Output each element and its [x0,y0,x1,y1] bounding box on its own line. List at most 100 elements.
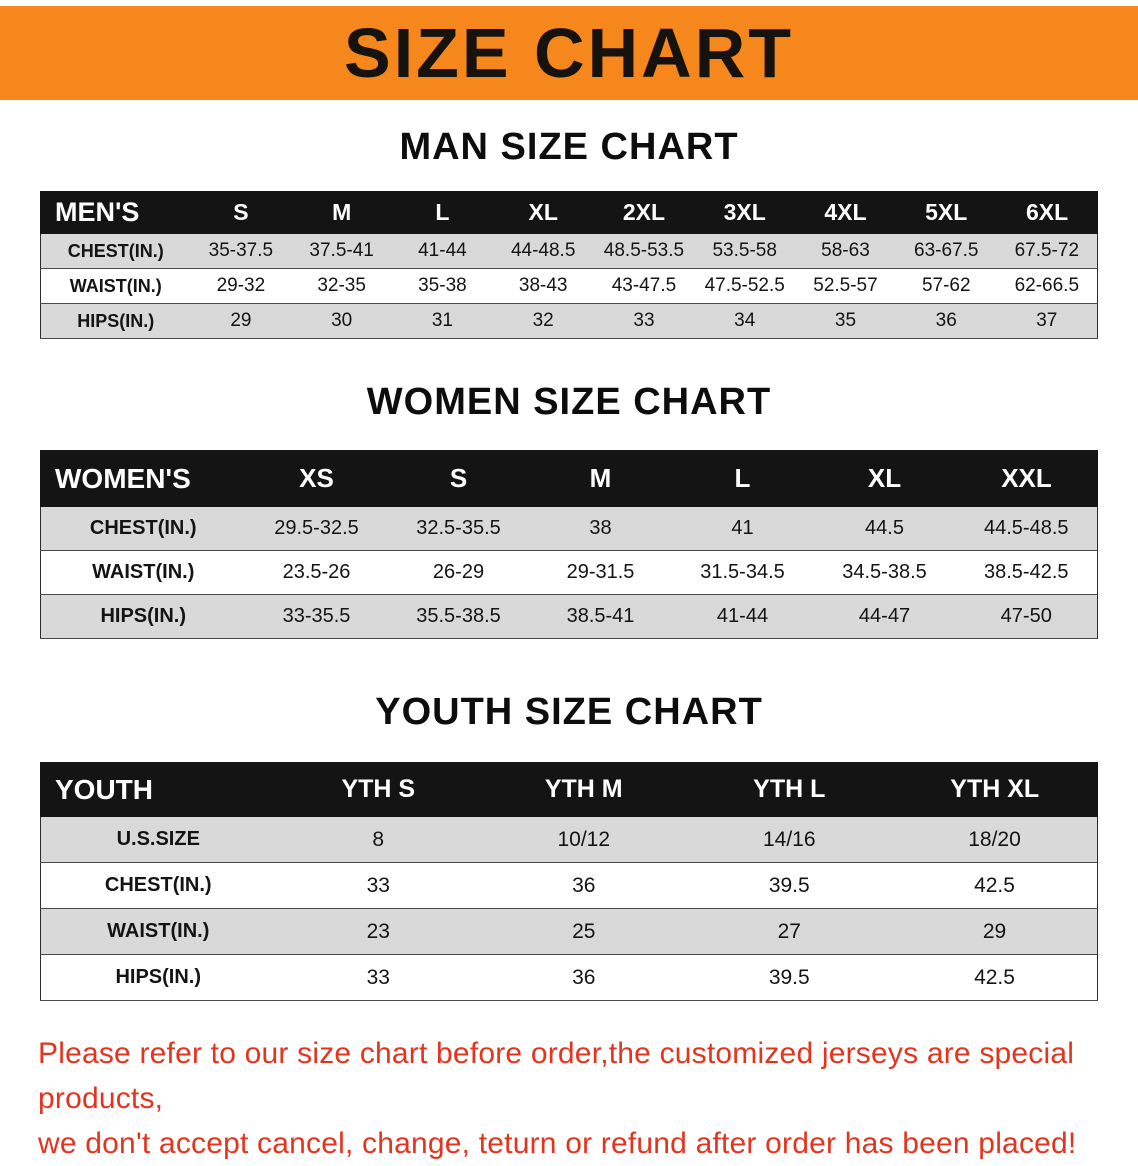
table-row: CHEST(IN.) 33 36 39.5 42.5 [40,862,1098,909]
row-label: WAIST(IN.) [40,268,191,304]
size-value-cell: 39.5 [686,954,892,1001]
size-column-header: YTH L [686,762,893,817]
size-value-cell: 30 [291,303,393,339]
banner: SIZE CHART [0,6,1138,100]
table-header-row: YOUTH YTH S YTH M YTH L YTH XL [40,762,1098,817]
size-value-cell: 37.5-41 [291,233,393,269]
size-value-cell: 52.5-57 [795,268,896,304]
size-column-header: XXL [955,450,1098,507]
youth-size-chart-title: YOUTH SIZE CHART [375,691,763,733]
size-column-header: YTH S [275,762,482,817]
size-value-cell: 38.5-42.5 [955,550,1098,595]
size-value-cell: 8 [275,816,481,863]
size-value-cell: 27 [686,908,892,955]
size-value-cell: 67.5-72 [996,233,1098,269]
size-value-cell: 42.5 [892,862,1098,909]
size-value-cell: 18/20 [892,816,1098,863]
man-size-chart-section: MAN SIZE CHART MEN'S S M L XL 2XL 3XL 4XL 5XL 6XL… [0,126,1138,339]
table-row: HIPS(IN.) 29 30 31 32 33 34 35 36 37 [40,303,1098,339]
size-value-cell: 35-37.5 [190,233,292,269]
size-column-header: XS [245,450,388,507]
size-column-header: YTH M [480,762,687,817]
size-value-cell: 32-35 [291,268,393,304]
size-value-cell: 23.5-26 [245,550,388,595]
size-column-header: 6XL [996,191,1098,234]
size-value-cell: 32.5-35.5 [387,506,530,551]
size-value-cell: 63-67.5 [895,233,997,269]
row-label: U.S.SIZE [40,816,276,863]
size-column-header: YTH XL [891,762,1098,817]
size-value-cell: 58-63 [795,233,896,269]
table-row: WAIST(IN.) 23 25 27 29 [40,908,1098,955]
size-value-cell: 23 [275,908,481,955]
size-value-cell: 31 [392,303,493,339]
size-value-cell: 34 [694,303,796,339]
size-value-cell: 29-32 [190,268,292,304]
size-column-header: M [290,191,393,234]
size-value-cell: 31.5-34.5 [671,550,814,595]
size-column-header: XL [492,191,595,234]
size-value-cell: 36 [481,954,687,1001]
women-size-chart-section: WOMEN SIZE CHART WOMEN'S XS S M L XL XXL CHEST(… [0,381,1138,639]
size-value-cell: 41 [671,506,814,551]
size-value-cell: 48.5-53.5 [593,233,695,269]
row-label: CHEST(IN.) [40,233,191,269]
size-value-cell: 36 [481,862,687,909]
table-row: CHEST(IN.) 35-37.5 37.5-41 41-44 44-48.5 48.5… [40,233,1098,269]
size-column-header: XL [813,450,956,507]
table-row: WAIST(IN.) 23.5-26 26-29 29-31.5 31.5-34.5 34… [40,550,1098,595]
size-chart-page: SIZE CHART MAN SIZE CHART MEN'S S M L XL 2XL 3… [0,6,1138,1166]
size-value-cell: 38 [529,506,672,551]
size-column-header: S [190,191,292,234]
table-group-label: WOMEN'S [40,450,246,507]
size-column-header: S [387,450,530,507]
page-title: SIZE CHART [344,14,794,92]
size-value-cell: 33-35.5 [245,594,388,639]
size-column-header: 4XL [794,191,897,234]
size-value-cell: 57-62 [895,268,997,304]
youth-size-chart-section: YOUTH SIZE CHART YOUTH YTH S YTH M YTH L YTH… [0,691,1138,1001]
man-size-table: MEN'S S M L XL 2XL 3XL 4XL 5XL 6XL CHEST(IN.) 35-37… [40,191,1098,339]
size-value-cell: 41-44 [392,233,493,269]
disclaimer: Please refer to our size chart before or… [38,1031,1100,1166]
size-value-cell: 10/12 [481,816,687,863]
size-column-header: M [529,450,672,507]
size-value-cell: 38-43 [492,268,594,304]
size-value-cell: 32 [492,303,594,339]
youth-size-table: YOUTH YTH S YTH M YTH L YTH XL U.S.SIZE 8 10/12… [40,762,1098,1001]
size-value-cell: 42.5 [892,954,1098,1001]
size-value-cell: 14/16 [686,816,892,863]
size-value-cell: 47.5-52.5 [694,268,796,304]
size-value-cell: 33 [275,862,481,909]
size-value-cell: 33 [275,954,481,1001]
table-row: HIPS(IN.) 33 36 39.5 42.5 [40,954,1098,1001]
size-value-cell: 44-47 [813,594,956,639]
table-group-label: YOUTH [40,762,276,817]
disclaimer-line-1: Please refer to our size chart before or… [38,1037,1075,1115]
size-value-cell: 39.5 [686,862,892,909]
size-value-cell: 47-50 [955,594,1098,639]
size-column-header: 3XL [693,191,796,234]
size-column-header: 2XL [593,191,695,234]
table-header-row: WOMEN'S XS S M L XL XXL [40,450,1098,507]
row-label: WAIST(IN.) [40,908,276,955]
size-value-cell: 29.5-32.5 [245,506,388,551]
row-label: CHEST(IN.) [40,506,246,551]
size-value-cell: 29 [190,303,292,339]
size-value-cell: 36 [895,303,997,339]
row-label: WAIST(IN.) [40,550,246,595]
row-label: HIPS(IN.) [40,594,246,639]
size-column-header: L [671,450,814,507]
size-value-cell: 62-66.5 [996,268,1098,304]
size-value-cell: 29-31.5 [529,550,672,595]
size-value-cell: 29 [892,908,1098,955]
table-row: CHEST(IN.) 29.5-32.5 32.5-35.5 38 41 44.5 44.5… [40,506,1098,551]
table-header-row: MEN'S S M L XL 2XL 3XL 4XL 5XL 6XL [40,191,1098,234]
size-value-cell: 35-38 [392,268,493,304]
size-value-cell: 35.5-38.5 [387,594,530,639]
size-value-cell: 41-44 [671,594,814,639]
table-row: HIPS(IN.) 33-35.5 35.5-38.5 38.5-41 41-44 44-… [40,594,1098,639]
size-value-cell: 26-29 [387,550,530,595]
women-size-chart-title: WOMEN SIZE CHART [366,381,772,423]
size-value-cell: 43-47.5 [593,268,695,304]
